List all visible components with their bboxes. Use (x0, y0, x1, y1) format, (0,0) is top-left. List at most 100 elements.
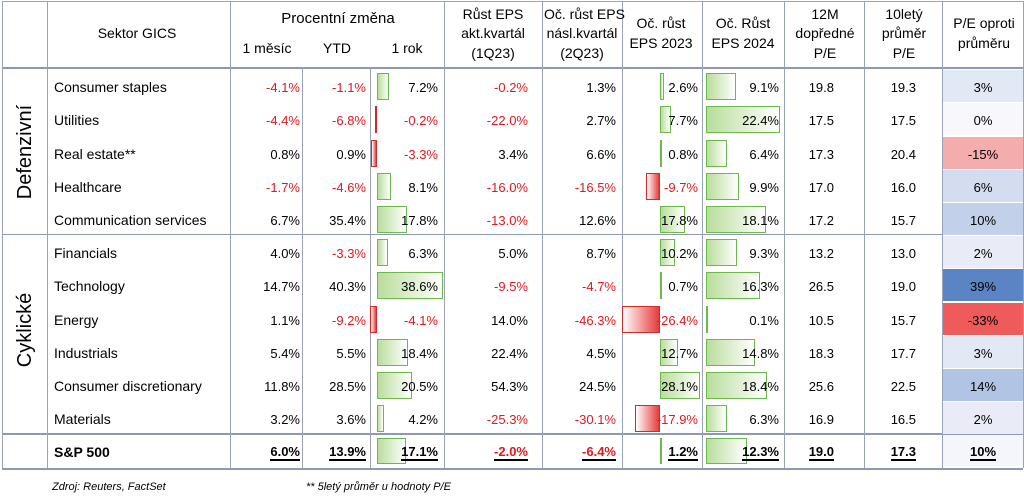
cell-eps-next: 2.7% (586, 113, 616, 128)
data-bar (706, 173, 739, 200)
cell-eps-2024: 6.3% (749, 412, 779, 427)
cell-avg-pe: 22.5 (890, 379, 916, 394)
header-eps23-l1: Oč. růst (636, 15, 686, 31)
data-bar (635, 405, 660, 432)
header-eps-next-l3: (2Q23) (560, 45, 604, 61)
rel-pe-heat-cell (943, 369, 1023, 401)
header-fwd-pe-l1: 12M (811, 6, 839, 22)
cell-1-year: -4.1% (404, 313, 438, 328)
data-bar (377, 405, 384, 432)
cell-fwd-pe: 17.2 (808, 213, 834, 228)
cell-ytd: -4.6% (332, 180, 366, 195)
header-eps-next-l1: Oč. růst EPS (544, 6, 625, 22)
cell-ytd: -3.3% (332, 246, 366, 261)
cell-1-month: 0.8% (270, 147, 300, 162)
sector-label: Technology (54, 278, 125, 294)
grid-bottom (2, 468, 1023, 470)
data-bar (660, 438, 662, 464)
cell-eps-next: 4.5% (586, 346, 616, 361)
data-bar (377, 73, 389, 100)
cell-rel-pe: 3% (973, 346, 993, 361)
cell-eps-2024: 22.4% (742, 113, 779, 128)
data-bar (660, 73, 664, 100)
rel-pe-heat-cell-total (943, 435, 1023, 466)
grid-col-line (702, 1, 703, 468)
grid-col-line (864, 1, 865, 468)
cell-eps-current: 14.0% (491, 313, 528, 328)
rel-pe-heat-cell (943, 336, 1023, 368)
cell-1-year: 6.3% (408, 246, 438, 261)
rel-pe-heat-cell (943, 203, 1023, 235)
cell-avg-pe: 15.7 (890, 313, 916, 328)
cell-1-month: 4.0% (270, 246, 300, 261)
header-eps24-l1: Oč. Růst (715, 15, 771, 31)
cell-1-year: 20.5% (401, 379, 438, 394)
cell-eps-current: -13.0% (486, 213, 528, 228)
cell-fwd-pe: 26.5 (808, 279, 834, 294)
grid-group-divider (2, 234, 1023, 235)
cell-1-month: 14.7% (263, 279, 300, 294)
cell-rel-pe: 10% (969, 213, 997, 228)
grid-col-line (230, 1, 231, 468)
cell-rel-pe: 2% (973, 246, 993, 261)
data-bar (646, 173, 660, 200)
rel-pe-heat-cell (943, 269, 1023, 301)
data-bar (706, 239, 737, 266)
cell-eps-2024: 18.4% (742, 379, 779, 394)
cell-rel-pe: 0% (973, 113, 993, 128)
cell-eps-2023: 10.2% (661, 246, 698, 261)
cell-1-month: 6.7% (270, 213, 300, 228)
total-cell-fwd-pe-value: 19.0 (808, 444, 834, 461)
grid-top (2, 1, 1023, 2)
data-bar (377, 339, 408, 366)
total-cell-fwd-pe: 19.0 (786, 434, 834, 466)
cell-rel-pe: 6% (973, 180, 993, 195)
total-cell-ytd-value: 13.9% (329, 444, 366, 461)
data-bar (706, 306, 708, 333)
cell-eps-current: -9.5% (494, 279, 528, 294)
data-bar (706, 339, 755, 366)
data-bar (706, 272, 760, 299)
sector-label: Real estate** (54, 146, 136, 162)
cell-eps-2024: 6.4% (749, 147, 779, 162)
cell-1-month: 3.2% (270, 412, 300, 427)
cell-ytd: 28.5% (329, 379, 366, 394)
cell-ytd: 0.9% (336, 147, 366, 162)
group-label-defensive: Defenzivní (14, 104, 36, 200)
cell-rel-pe: -15% (967, 147, 999, 162)
data-bar (706, 140, 727, 167)
cell-eps-next: 1.3% (586, 80, 616, 95)
cell-eps-2023: 0.7% (668, 279, 698, 294)
total-cell-avg-pe: 17.3 (866, 434, 916, 466)
cell-fwd-pe: 13.2 (808, 246, 834, 261)
data-bar (377, 372, 412, 399)
data-bar (660, 140, 662, 167)
cell-ytd: 5.5% (336, 346, 366, 361)
sector-label: Utilities (54, 112, 100, 128)
header-eps-current-l3: (1Q23) (471, 45, 515, 61)
data-bar (370, 306, 377, 333)
data-bar (660, 272, 662, 299)
cell-ytd: 35.4% (329, 213, 366, 228)
data-bar (660, 106, 671, 133)
data-bar (660, 239, 675, 266)
header-avg-pe-l3: P/E (892, 45, 916, 61)
cell-1-month: 11.8% (264, 379, 300, 394)
cell-1-year: 4.2% (408, 412, 438, 427)
cell-eps-2023: -17.9% (656, 412, 698, 427)
grid-col-line (444, 1, 445, 468)
sector-label: Materials (54, 411, 111, 427)
cell-fwd-pe: 17.5 (808, 113, 834, 128)
cell-1-year: 17.8% (401, 213, 438, 228)
cell-rel-pe: -33% (967, 313, 999, 328)
sector-label: Consumer staples (54, 79, 167, 95)
cell-rel-pe: 2% (973, 412, 993, 427)
cell-ytd: -1.1% (332, 80, 366, 95)
data-bar (371, 140, 377, 167)
grid-header-bottom (2, 67, 1023, 69)
cell-eps-next: 8.7% (586, 246, 616, 261)
header-eps23-l2: EPS 2023 (629, 35, 693, 51)
cell-avg-pe: 19.0 (890, 279, 916, 294)
cell-1-year: 38.6% (401, 279, 438, 294)
cell-avg-pe: 13.0 (890, 246, 916, 261)
